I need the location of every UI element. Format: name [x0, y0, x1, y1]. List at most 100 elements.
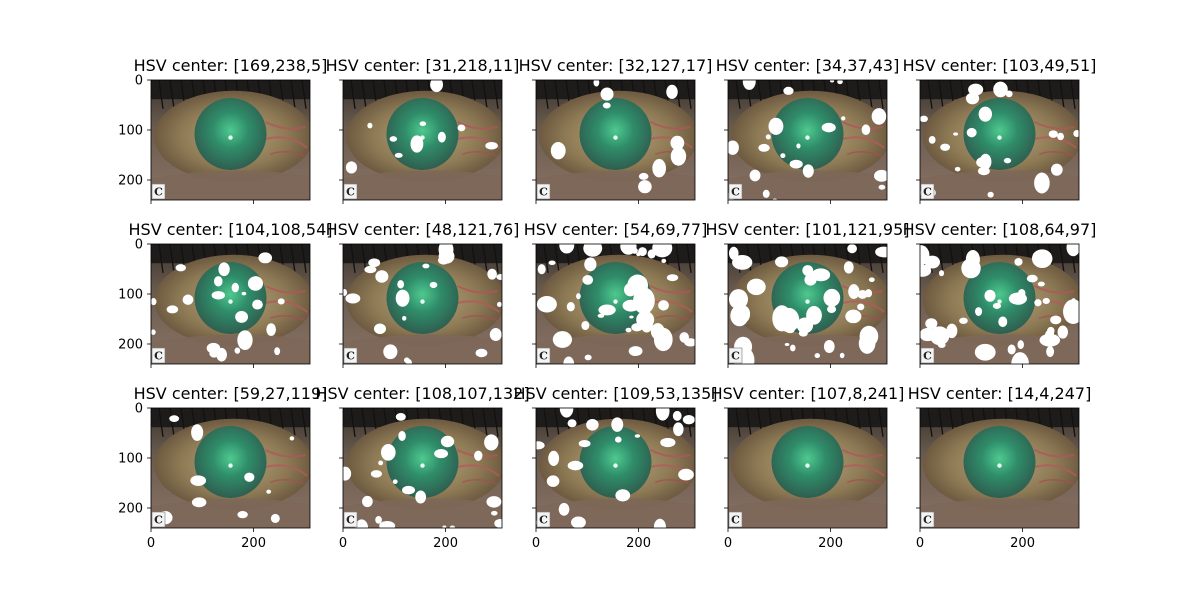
mask-region [419, 121, 427, 127]
mask-region [1034, 299, 1042, 307]
mask-region [762, 189, 770, 198]
mask-region [965, 250, 980, 269]
mask-region [620, 244, 637, 255]
mask-region [584, 257, 597, 272]
mask-region [857, 303, 865, 311]
svg-text:C: C [346, 514, 355, 527]
mask-region [550, 141, 566, 160]
mask-region [1037, 281, 1045, 287]
mask-region [975, 307, 983, 316]
mask-region [151, 298, 157, 306]
mask-region [410, 135, 424, 153]
mask-region [429, 281, 438, 289]
panel-1: C HSV center: [169,238,5]0 100 200 [118, 56, 327, 204]
mask-region [1073, 129, 1079, 138]
mask-region [1003, 157, 1012, 164]
mask-region [765, 134, 771, 140]
mask-region [169, 415, 180, 423]
axes-frame [727, 407, 888, 529]
mask-region [367, 122, 373, 129]
mask-region [978, 106, 993, 122]
svg-text:C: C [539, 514, 548, 527]
mask-region [839, 352, 845, 359]
x-tick-label: 0 [724, 536, 732, 551]
mask-region [929, 326, 950, 346]
mask-region [597, 313, 605, 318]
mask-region [784, 342, 790, 347]
axes-frame [150, 79, 311, 201]
axes-frame [919, 407, 1080, 529]
panel-10: C HSV center: [108,64,97] [903, 220, 1096, 368]
corner-label: C [151, 347, 166, 364]
mask-region [343, 466, 352, 481]
y-tick-label: 0 [135, 402, 143, 417]
mask-region [175, 264, 186, 272]
mask-region [821, 122, 836, 133]
mask-region [234, 347, 241, 354]
mask-region [652, 159, 667, 178]
mask-region [266, 489, 272, 494]
mask-region [274, 347, 281, 356]
eye-image: C [343, 408, 502, 528]
mask-region [235, 311, 249, 323]
mask-region [190, 475, 207, 486]
mask-region [802, 265, 814, 276]
y-tick-label: 100 [118, 288, 143, 303]
mask-region [378, 460, 384, 466]
mask-region [848, 284, 860, 299]
mask-region [430, 80, 444, 93]
panel-title: HSV center: [31,218,11] [326, 56, 520, 75]
mask-region [666, 274, 679, 282]
panel-13: C HSV center: [109,53,135] 0 200 [514, 384, 718, 551]
mask-region [790, 344, 796, 352]
corner-label: C [920, 347, 935, 364]
mask-region [1066, 244, 1079, 257]
y-tick-label: 100 [118, 124, 143, 139]
mask-region [670, 146, 687, 166]
eye-image: C [728, 408, 887, 528]
mask-region [789, 159, 803, 169]
mask-region [742, 80, 756, 90]
svg-text:C: C [731, 186, 740, 199]
y-tick-label: 0 [135, 74, 143, 89]
panel-5: C HSV center: [103,49,51] [903, 56, 1097, 204]
panel-title: HSV center: [103,49,51] [903, 56, 1097, 75]
mask-region [1057, 325, 1068, 339]
mask-region [548, 450, 560, 466]
axes-frame [150, 407, 311, 529]
mask-region [924, 255, 940, 269]
corner-label: C [728, 347, 743, 364]
mask-region [1005, 90, 1013, 98]
mask-region [563, 356, 575, 364]
mask-region [440, 435, 455, 448]
mask-region [861, 124, 871, 136]
mask-region [811, 268, 831, 282]
svg-text:C: C [346, 350, 355, 363]
mask-region [380, 443, 396, 461]
mask-region [653, 327, 673, 352]
mask-region [1071, 298, 1076, 304]
svg-text:C: C [923, 186, 932, 199]
mask-region [837, 80, 843, 85]
mask-region [496, 301, 502, 308]
mask-region [928, 135, 936, 144]
y-tick-label: 100 [118, 452, 143, 467]
mask-region [858, 333, 876, 354]
mask-region [1026, 274, 1038, 283]
corner-label: C [151, 511, 166, 528]
mask-region [345, 293, 361, 304]
panel-title: HSV center: [59,27,119] [134, 384, 328, 403]
mask-region [670, 135, 685, 151]
mask-region [615, 436, 622, 443]
panel-14: C HSV center: [107,8,241] 0 200 [711, 384, 905, 551]
mask-region [871, 108, 887, 125]
eye-image: C [728, 80, 887, 200]
mask-region [394, 152, 403, 158]
axes-frame [342, 243, 503, 365]
mask-region [857, 290, 868, 299]
eye-image: C [536, 80, 695, 200]
mask-region [684, 338, 695, 347]
mask-region [415, 490, 427, 504]
mask-region [449, 525, 456, 528]
